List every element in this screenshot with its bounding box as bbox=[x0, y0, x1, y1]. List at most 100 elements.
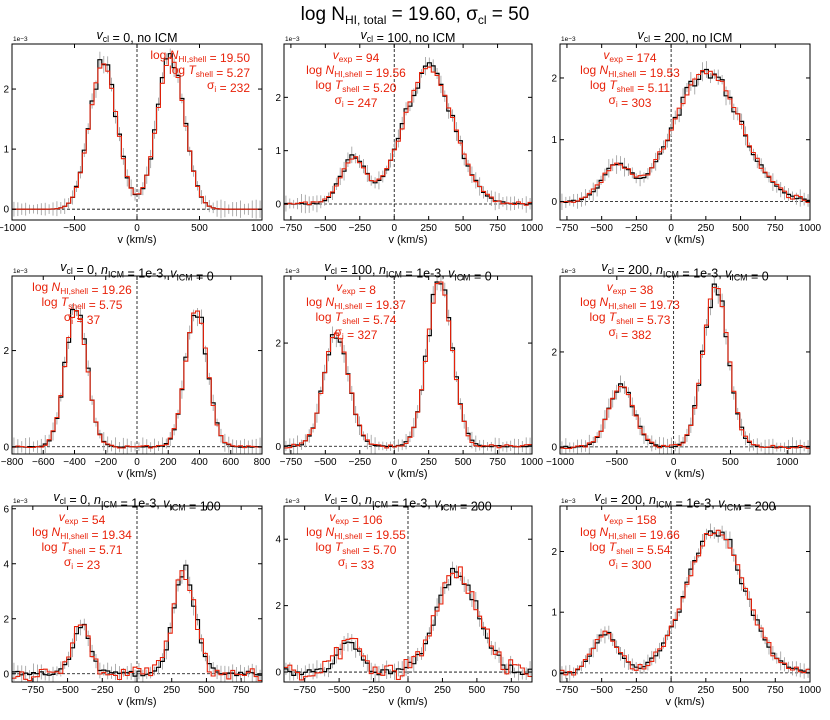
annotation-line: vexp = 174 bbox=[603, 48, 657, 65]
model-series bbox=[12, 310, 262, 449]
annotation-line: log Tshell = 5.71 bbox=[42, 540, 123, 557]
x-tick-label: 500 bbox=[455, 223, 472, 234]
x-tick-label: 1000 bbox=[799, 685, 822, 696]
x-tick-label: −600 bbox=[32, 457, 55, 468]
x-tick-label: 0 bbox=[668, 223, 674, 234]
x-axis-label: v (km/s) bbox=[117, 234, 156, 246]
suptitle-rest: = 19.60, σ bbox=[386, 4, 478, 25]
x-tick-label: 500 bbox=[198, 685, 215, 696]
x-tick-label: 500 bbox=[732, 223, 749, 234]
annotation-line: σi = 247 bbox=[335, 93, 378, 110]
annotation-line: σi = 33 bbox=[338, 555, 375, 572]
y-scale-label: 1e−3 bbox=[561, 36, 576, 43]
x-axis-label: v (km/s) bbox=[388, 468, 427, 480]
x-tick-label: −250 bbox=[625, 223, 648, 234]
x-tick-label: −1000 bbox=[546, 457, 575, 468]
x-tick-label: −750 bbox=[556, 685, 579, 696]
plot-area bbox=[560, 44, 810, 220]
suptitle-sub: HI, total bbox=[345, 13, 386, 27]
x-tick-label: 250 bbox=[434, 685, 451, 696]
x-tick-label: −250 bbox=[349, 223, 372, 234]
x-tick-label: 250 bbox=[420, 223, 437, 234]
x-axis-label: v (km/s) bbox=[665, 696, 704, 708]
y-tick-label: 0 bbox=[3, 669, 9, 680]
x-tick-label: −400 bbox=[63, 457, 86, 468]
x-axis-label: v (km/s) bbox=[665, 468, 704, 480]
x-tick-label: 600 bbox=[222, 457, 239, 468]
figure-suptitle: log NHI, total = 19.60, σcl = 50 bbox=[301, 4, 530, 27]
x-tick-label: −500 bbox=[314, 457, 337, 468]
annotation-line: log Tshell = 5.54 bbox=[590, 540, 671, 557]
x-tick-label: 250 bbox=[420, 457, 437, 468]
x-tick-label: 0 bbox=[668, 685, 674, 696]
y-scale-label: 1e−3 bbox=[13, 498, 28, 505]
x-tick-label: −500 bbox=[606, 457, 629, 468]
y-scale-label: 1e−3 bbox=[285, 268, 300, 275]
panel-5: vcl = 100, nICM = 1e-3, vICM = 0 1e−3 −750… bbox=[275, 260, 543, 480]
y-tick-label: 2 bbox=[3, 614, 9, 625]
y-tick-label: 0 bbox=[3, 442, 9, 453]
x-tick-label: −500 bbox=[590, 223, 613, 234]
panel-1: vcl = 0, no ICM 1e−3 −1000 −500 0 500 1000 0 1 2 v… bbox=[0, 28, 274, 246]
y-tick-label: 0 bbox=[275, 442, 281, 453]
annotation-line: σi = 382 bbox=[609, 325, 652, 342]
x-tick-label: 200 bbox=[160, 457, 177, 468]
x-tick-label: −250 bbox=[362, 685, 385, 696]
axes-frame bbox=[559, 505, 811, 683]
x-tick-label: 750 bbox=[767, 685, 784, 696]
y-tick-label: 2 bbox=[551, 73, 557, 84]
x-tick-label: 1000 bbox=[521, 457, 544, 468]
y-tick-label: 4 bbox=[3, 559, 9, 570]
x-tick-label: −750 bbox=[556, 223, 579, 234]
panel-title: vcl = 0, nICM = 1e-3, vICM = 0 bbox=[60, 260, 213, 283]
x-tick-label: −500 bbox=[328, 685, 351, 696]
model-series bbox=[284, 66, 532, 206]
x-tick-label: 0 bbox=[391, 457, 397, 468]
x-tick-label: −750 bbox=[280, 457, 303, 468]
y-tick-label: 0 bbox=[551, 442, 557, 453]
plot-area bbox=[12, 506, 262, 682]
x-tick-label: 1000 bbox=[776, 457, 799, 468]
model-series bbox=[560, 286, 810, 450]
suptitle-main: log N bbox=[301, 4, 345, 25]
annotation-line: σi = 23 bbox=[64, 555, 101, 572]
annotation-line: log Tshell = 5.70 bbox=[316, 540, 397, 557]
suptitle-end: = 50 bbox=[487, 4, 530, 25]
panel-6: vcl = 200, nICM = 1e-3, vICM = 0 1e−3 −100… bbox=[546, 260, 811, 480]
x-tick-label: 400 bbox=[191, 457, 208, 468]
y-tick-label: 0 bbox=[275, 668, 281, 679]
annotation-line: vexp = 54 bbox=[59, 510, 106, 527]
panel-9: vcl = 200, nICM = 1e-3, vICM = 200 1e−3 −7… bbox=[551, 490, 821, 708]
x-tick-label: 800 bbox=[254, 457, 271, 468]
panel-title: vcl = 100, nICM = 1e-3, vICM = 0 bbox=[324, 260, 491, 283]
annotation-line: vexp = 38 bbox=[607, 280, 654, 297]
axes-frame bbox=[559, 43, 811, 221]
plot-area bbox=[560, 276, 810, 454]
y-tick-label: 0 bbox=[3, 205, 9, 216]
panel-title: vcl = 200, nICM = 1e-3, vICM = 0 bbox=[601, 260, 768, 283]
annotation-line: vexp = 94 bbox=[333, 48, 380, 65]
x-tick-label: −250 bbox=[91, 685, 114, 696]
x-tick-label: 0 bbox=[391, 223, 397, 234]
y-tick-label: 2 bbox=[3, 346, 9, 357]
panel-7: vcl = 0, nICM = 1e-3, vICM = 100 1e−3 −750… bbox=[3, 490, 263, 708]
model-series bbox=[12, 570, 262, 682]
x-tick-label: −200 bbox=[94, 457, 117, 468]
panel-4: vcl = 0, nICM = 1e-3, vICM = 0 1e−3 −800 −6… bbox=[1, 260, 271, 480]
y-scale-label: 1e−3 bbox=[561, 498, 576, 505]
annotation-line: log NHI,shell = 19.26 bbox=[32, 280, 132, 297]
annotation-line: log Tshell = 5.75 bbox=[42, 295, 123, 312]
y-scale-label: 1e−3 bbox=[13, 36, 28, 43]
plot-area bbox=[284, 276, 532, 454]
y-tick-label: 4 bbox=[275, 535, 281, 546]
y-tick-label: 2 bbox=[3, 85, 9, 96]
plot-area bbox=[560, 506, 810, 682]
x-tick-label: −500 bbox=[590, 685, 613, 696]
model-series bbox=[560, 70, 810, 204]
x-tick-label: 250 bbox=[697, 685, 714, 696]
annotation-line: log NHI,shell = 19.56 bbox=[306, 63, 406, 80]
x-tick-label: −500 bbox=[63, 223, 86, 234]
y-tick-label: 1 bbox=[3, 145, 9, 156]
x-tick-label: 0 bbox=[405, 685, 411, 696]
